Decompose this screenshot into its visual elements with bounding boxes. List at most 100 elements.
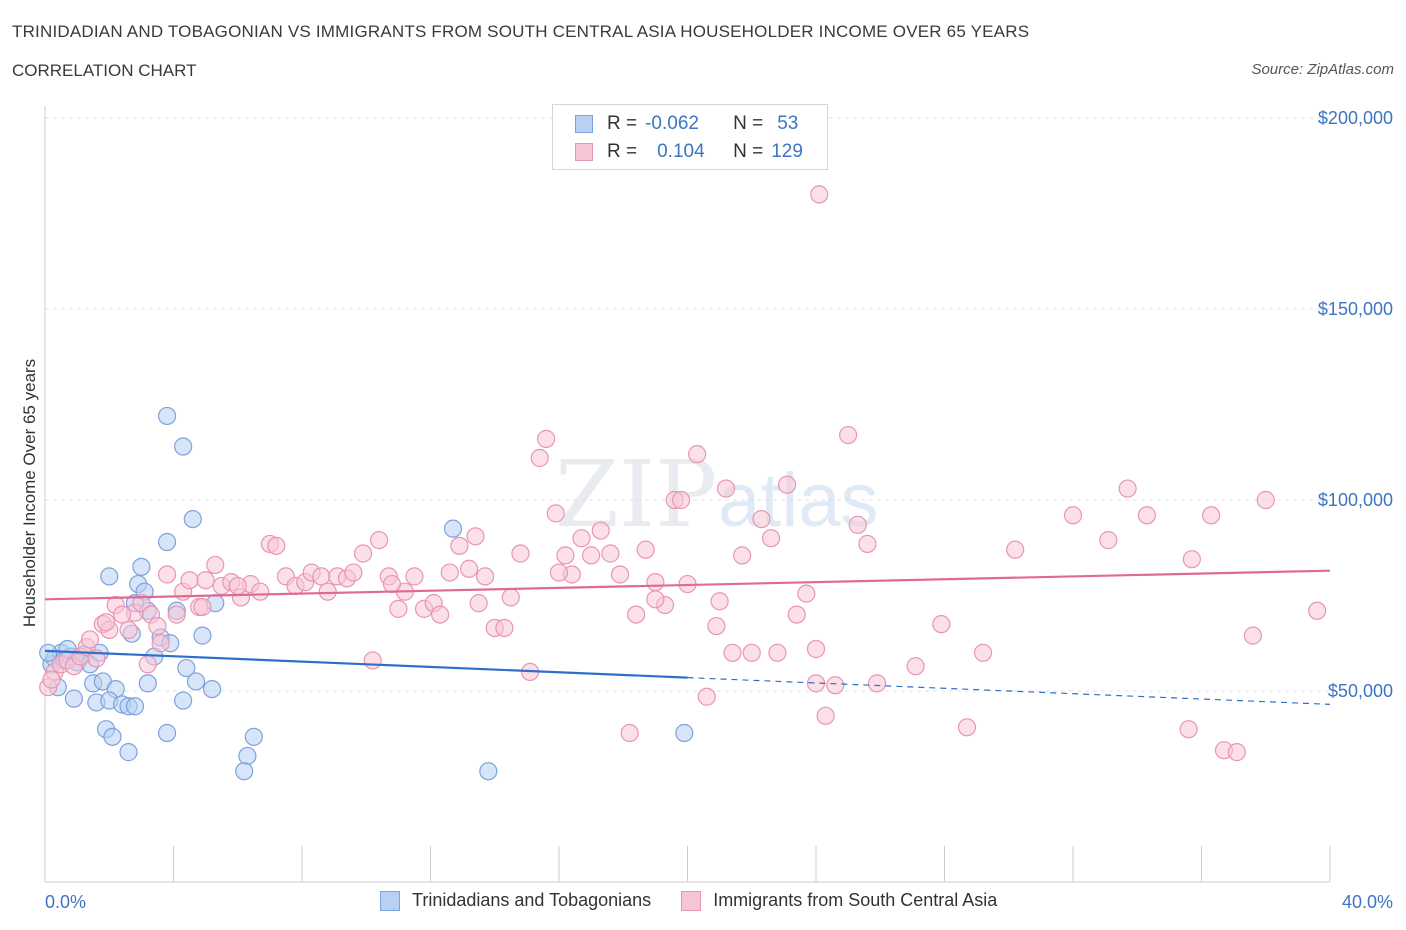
data-point <box>1256 490 1275 510</box>
data-point <box>646 573 665 592</box>
data-point <box>848 515 867 534</box>
series-south-central-asia <box>39 185 1327 762</box>
data-point <box>96 613 116 632</box>
legend-r-value: 0.104 <box>657 141 705 162</box>
data-point <box>186 672 206 691</box>
data-point <box>431 605 450 624</box>
data-point <box>112 605 132 624</box>
legend-n-label: N = <box>733 141 764 162</box>
data-point <box>235 762 254 781</box>
data-point <box>183 509 202 529</box>
trend-line-blue-extension <box>687 677 1331 705</box>
data-point <box>752 509 771 529</box>
data-point <box>251 582 270 601</box>
data-point <box>806 639 826 659</box>
data-point <box>495 618 514 638</box>
data-point <box>64 689 84 708</box>
data-point <box>537 429 556 448</box>
data-point <box>546 504 565 523</box>
data-point <box>816 706 835 725</box>
legend-label-trinidadians: Trinidadians and Tobagonians <box>412 890 652 910</box>
data-point <box>450 536 469 555</box>
data-point <box>42 670 61 689</box>
data-point <box>549 563 569 582</box>
data-point <box>707 616 726 636</box>
data-point <box>742 643 761 662</box>
data-point <box>1182 550 1201 569</box>
data-point <box>646 590 665 609</box>
data-point <box>39 643 58 662</box>
data-point <box>723 643 742 662</box>
data-point <box>1099 531 1118 550</box>
data-point <box>148 616 167 636</box>
y-tick-label: $200,000 <box>1318 108 1393 128</box>
data-point <box>530 448 549 468</box>
data-point <box>1118 479 1137 498</box>
data-point <box>244 727 263 746</box>
legend-swatch-blue <box>575 115 593 133</box>
legend-r-value: -0.062 <box>645 113 699 134</box>
data-point <box>174 437 193 456</box>
data-point <box>174 691 193 710</box>
data-point <box>157 406 177 426</box>
data-point <box>511 544 530 563</box>
data-point <box>119 743 138 762</box>
y-axis-label: Householder Income Over 65 years <box>20 359 39 627</box>
data-point <box>312 567 331 586</box>
axes <box>44 106 1331 883</box>
data-point <box>858 534 877 554</box>
data-point <box>761 529 781 548</box>
data-point <box>957 718 977 737</box>
data-point <box>100 567 119 586</box>
data-point <box>826 676 845 695</box>
data-point <box>344 563 363 582</box>
chart-subtitle: CORRELATION CHART <box>12 61 197 80</box>
trend-line-pink <box>44 569 1331 601</box>
legend-swatch-pink <box>575 143 593 161</box>
legend-n-value: 129 <box>771 141 803 162</box>
data-point <box>440 563 459 582</box>
data-point <box>479 762 498 781</box>
legend-item-south-central-asia: Immigrants from South Central Asia <box>681 890 997 911</box>
legend-n-label: N = <box>733 113 764 134</box>
data-point <box>710 592 729 611</box>
source-credit: Source: ZipAtlas.com <box>1251 61 1394 78</box>
data-point <box>582 546 601 565</box>
data-point <box>688 445 707 464</box>
legend-swatch-pink <box>681 890 702 911</box>
data-point <box>119 620 138 639</box>
data-point <box>1227 743 1246 762</box>
data-point <box>839 425 858 445</box>
data-point <box>202 679 222 699</box>
data-point <box>601 544 620 563</box>
data-point <box>177 658 196 678</box>
data-point <box>1243 626 1263 645</box>
data-point <box>132 557 151 576</box>
data-point <box>572 529 591 548</box>
legend-n-value: 53 <box>777 113 799 134</box>
data-point <box>675 723 694 743</box>
data-point <box>466 527 485 546</box>
data-point <box>370 531 389 550</box>
data-point <box>476 567 495 586</box>
data-point <box>157 723 177 743</box>
data-point <box>810 185 829 204</box>
data-point <box>1063 506 1083 525</box>
data-point <box>777 475 797 494</box>
data-point <box>636 540 655 559</box>
legend-r-label: R = <box>607 113 638 134</box>
trend-lines <box>44 569 1331 705</box>
data-point <box>459 559 479 578</box>
x-tick-label: 0.0% <box>45 892 86 912</box>
data-point <box>151 634 170 653</box>
legend-label-south-central-asia: Immigrants from South Central Asia <box>713 890 998 910</box>
legend-row-blue: R = -0.062 N = 53 <box>575 113 798 135</box>
data-point <box>138 674 157 693</box>
data-point <box>193 597 212 617</box>
data-point <box>103 727 122 746</box>
data-point <box>620 723 639 743</box>
data-point <box>556 546 575 565</box>
data-point <box>906 657 925 676</box>
series-legend: Trinidadians and Tobagonians Immigrants … <box>380 890 1027 911</box>
